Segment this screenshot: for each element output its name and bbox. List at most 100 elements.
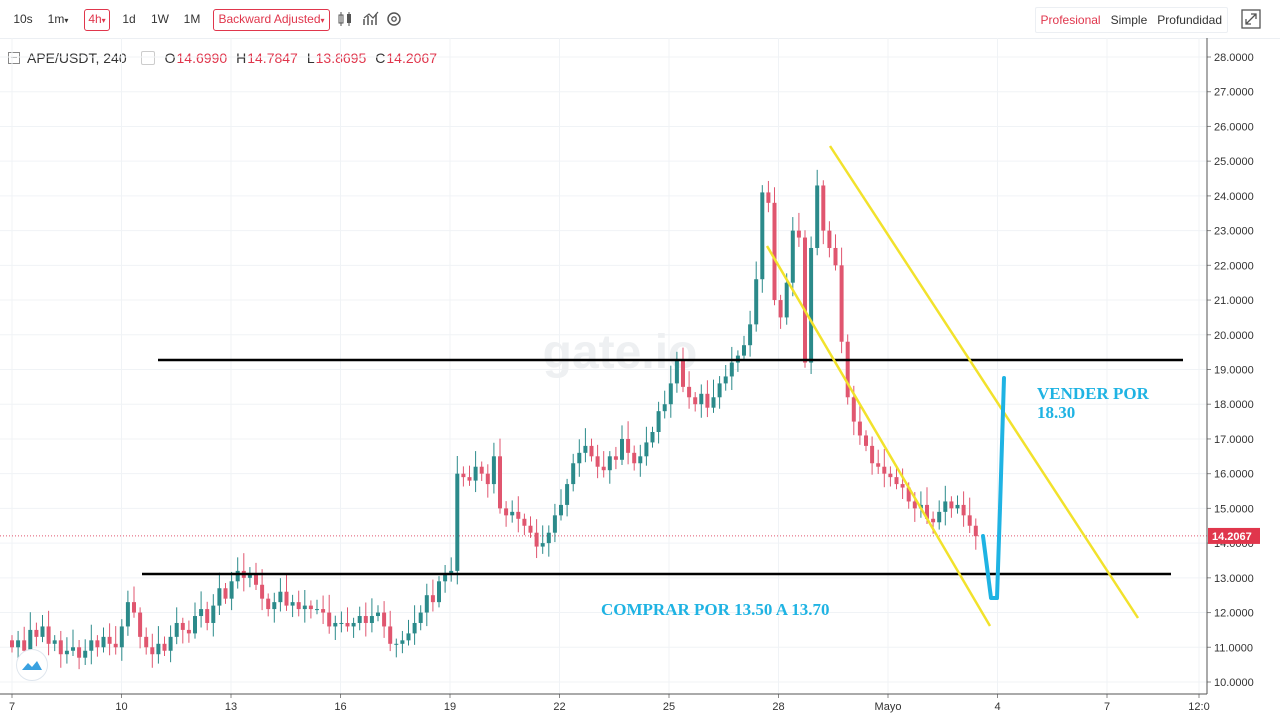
- gear-icon[interactable]: [140, 51, 155, 65]
- candle-body: [260, 584, 265, 599]
- candle-body: [778, 300, 783, 318]
- interval-1m[interactable]: 1m▾: [45, 9, 71, 29]
- tab-profundidad[interactable]: Profundidad: [1157, 13, 1222, 27]
- candle-body: [973, 525, 978, 537]
- candle-body: [845, 341, 850, 398]
- candle-body: [711, 397, 716, 408]
- price-tick-label: 18.0000: [1214, 399, 1254, 411]
- candle-body: [498, 456, 502, 509]
- candle-body: [833, 247, 838, 266]
- candle-body: [662, 404, 667, 412]
- candle-body: [766, 192, 771, 203]
- candle-body: [138, 612, 143, 637]
- open-value: 14.6990: [176, 50, 228, 66]
- candle-body: [376, 612, 380, 617]
- candle-body: [772, 202, 777, 301]
- interval-1m-label: 1m: [47, 12, 65, 26]
- time-tick-label: 10: [115, 701, 127, 713]
- candle-body: [186, 629, 191, 634]
- close-value: 14.2067: [386, 50, 437, 66]
- candle-body: [796, 230, 801, 238]
- tab-profesional[interactable]: Profesional: [1040, 13, 1101, 27]
- price-tick-label: 12.0000: [1214, 608, 1254, 620]
- candle-body: [101, 636, 106, 648]
- candle-body: [540, 543, 545, 547]
- open-label: O: [164, 50, 176, 66]
- price-tick-label: 15.0000: [1214, 503, 1254, 515]
- candle-body: [321, 609, 326, 613]
- interval-10s[interactable]: 10s: [13, 12, 33, 26]
- candle-body: [217, 588, 222, 606]
- annotation-labels: VENDER POR 18.30 COMPRAR POR 13.50 A 13.…: [601, 384, 1150, 619]
- candle-body: [650, 432, 655, 443]
- adjust-label: Backward Adjusted: [218, 12, 321, 26]
- price-tick-label: 13.0000: [1214, 573, 1254, 585]
- candle-type-icon[interactable]: [335, 9, 355, 29]
- candle-body: [296, 602, 301, 610]
- chevron-down-icon: ▾: [101, 16, 106, 25]
- fullscreen-icon[interactable]: [1240, 8, 1262, 30]
- adjust-dropdown[interactable]: Backward Adjusted▾: [213, 9, 330, 31]
- candle-body: [28, 629, 33, 651]
- candle-body: [534, 532, 539, 547]
- price-axis: 28.0000 27.0000 26.0000 25.0000 24.0000 23.00…: [1206, 38, 1260, 694]
- candle-body: [345, 622, 350, 627]
- candle-body: [327, 612, 332, 627]
- candles: [10, 169, 978, 670]
- interval-1w[interactable]: 1W: [151, 12, 169, 26]
- candle-body: [882, 466, 887, 474]
- candle-body: [199, 609, 204, 617]
- high-label: H: [236, 50, 247, 66]
- tab-simple[interactable]: Simple: [1110, 13, 1148, 27]
- time-tick-label: 4: [994, 701, 1000, 713]
- candle-body: [412, 622, 417, 634]
- candle-body: [272, 602, 277, 610]
- candle-body: [790, 230, 795, 283]
- candle-body: [565, 484, 570, 505]
- candle-body: [559, 504, 563, 516]
- candle-body: [339, 622, 344, 624]
- candle-body: [449, 570, 454, 575]
- candle-body: [516, 511, 521, 519]
- price-tick-label: 11.0000: [1214, 642, 1253, 654]
- candle-body: [546, 532, 551, 544]
- price-tick-label: 20.0000: [1214, 330, 1254, 342]
- current-price-label: 14.2067: [1212, 531, 1252, 543]
- price-tick-label: 16.0000: [1214, 469, 1254, 481]
- low-label: L: [306, 50, 315, 66]
- view-mode-tabs: Profesional Simple Profundidad: [1034, 7, 1228, 33]
- gate-logo-icon[interactable]: [16, 649, 48, 681]
- candle-body: [632, 452, 637, 464]
- candle-body: [77, 647, 82, 658]
- candle-body: [174, 622, 179, 637]
- price-tick-label: 22.0000: [1214, 260, 1254, 272]
- candle-body: [595, 456, 600, 467]
- interval-1d[interactable]: 1d: [122, 12, 136, 26]
- candle-body: [473, 466, 478, 481]
- candle-body: [400, 640, 405, 644]
- interval-1m-month[interactable]: 1M: [183, 12, 201, 26]
- candle-body: [552, 515, 557, 533]
- buy-annotation: COMPRAR POR 13.50 A 13.70: [601, 600, 830, 619]
- interval-4h[interactable]: 4h▾: [84, 9, 110, 31]
- candle-body: [315, 609, 319, 611]
- interval-4h-label: 4h: [88, 12, 102, 26]
- candle-body: [644, 442, 649, 457]
- candle-body: [888, 473, 893, 478]
- indicators-icon[interactable]: [361, 9, 381, 29]
- candle-body: [656, 411, 661, 432]
- candle-body: [211, 605, 216, 623]
- candle-body: [290, 602, 295, 606]
- candle-body: [485, 473, 490, 485]
- candle-body: [821, 185, 826, 231]
- projection-arrow: [981, 376, 1006, 600]
- candle-body: [406, 633, 411, 641]
- candle-body: [113, 643, 118, 648]
- chart-toolbar: 10s 1m▾ 4h▾ 1d 1W 1M Backward Adjusted▾ …: [0, 0, 1280, 39]
- settings-icon[interactable]: [384, 9, 404, 29]
- candle-body: [382, 612, 387, 627]
- price-tick-label: 25.0000: [1214, 156, 1254, 168]
- time-tick-label: 7: [9, 701, 15, 713]
- price-chart[interactable]: gate.io VENDER POR 18.30 COMPRAR POR 13.…: [0, 38, 1280, 720]
- candle-body: [168, 636, 173, 651]
